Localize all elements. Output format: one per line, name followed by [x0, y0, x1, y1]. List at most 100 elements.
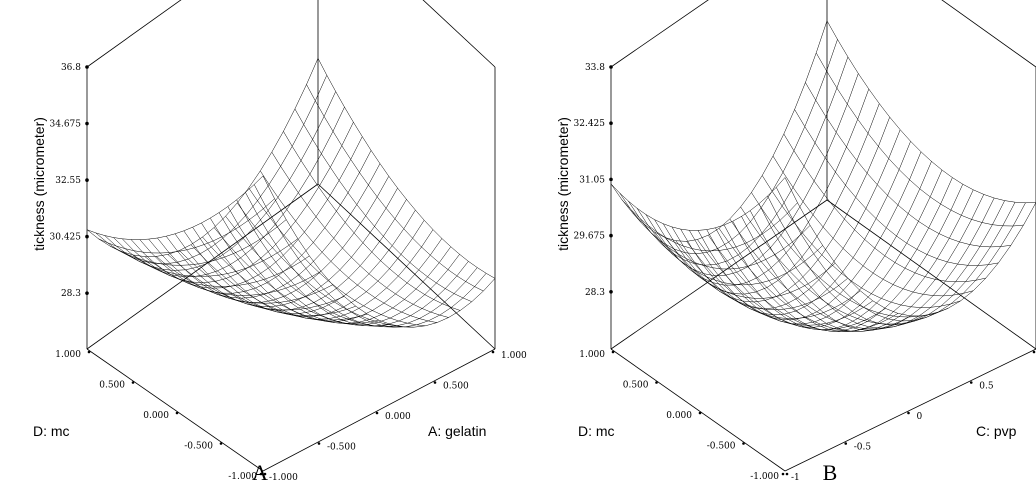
x-tick-mark [655, 381, 658, 384]
mesh-line [794, 109, 999, 266]
mesh-line [826, 20, 1036, 204]
y-tick-mark [844, 442, 848, 445]
y-tick-label: -0.5 [854, 443, 872, 453]
y-tick-mark [491, 350, 495, 354]
mesh-line [662, 117, 890, 303]
y-tick-label: 0 [917, 412, 923, 422]
box-edge [86, 0, 182, 68]
z-tick-label: 33.8 [585, 63, 605, 73]
plot-box-a [86, 0, 496, 472]
mesh-line [805, 82, 1011, 248]
z-tick-mark [609, 65, 613, 69]
x-tick-label: 1.000 [579, 350, 605, 360]
plot-box-b [610, 0, 1036, 472]
mesh-line [306, 84, 484, 292]
box-edge [422, 0, 496, 68]
mesh-line [643, 223, 823, 286]
x-tick-mark [611, 350, 615, 354]
y-tick-label: 0.000 [385, 412, 411, 422]
y-tick-label: 0.500 [443, 382, 469, 392]
y-tick-label: -1.000 [269, 473, 298, 481]
panel-label-b: B [823, 460, 838, 481]
y-tick-mark [969, 381, 973, 384]
z-tick-label: 30.425 [50, 233, 82, 243]
y-axis-title-a: A: gelatin [428, 423, 486, 439]
x-tick-mark [742, 442, 745, 445]
y-tick-mark [907, 411, 910, 415]
x-tick-label: 0.500 [623, 381, 649, 391]
box-edge [784, 348, 1036, 472]
z-tick-label: 29.675 [574, 232, 606, 242]
x-tick-mark [785, 472, 789, 476]
axis-ticks-a: 36.8 34.675 32.55 30.425 28.3 1.000 0.500 0.000… [50, 63, 528, 481]
y-tick-mark [1032, 350, 1036, 354]
x-tick-mark [698, 411, 702, 415]
mesh-line [632, 212, 811, 270]
surface-plot-b: 33.8 32.425 31.05 29.675 28.3 1.000 0.500 0.000… [555, 0, 1036, 481]
y-tick-label: 0.5 [979, 382, 994, 392]
z-tick-mark [85, 121, 89, 126]
mesh-line [95, 75, 328, 265]
box-edge [941, 0, 1036, 68]
mesh-line [697, 161, 932, 325]
mesh-line [783, 133, 986, 283]
mesh-line [202, 236, 380, 324]
x-tick-label: -0.500 [184, 442, 213, 452]
x-tick-label: 0.000 [143, 411, 169, 421]
z-tick-mark [85, 178, 89, 182]
mesh-line [174, 199, 407, 311]
mesh-line [104, 91, 336, 271]
x-tick-mark [263, 472, 267, 476]
x-tick-label: 1.000 [55, 350, 81, 360]
box-edge [610, 199, 828, 350]
x-tick-label: 0.000 [666, 411, 692, 421]
mesh-line [109, 219, 287, 266]
z-axis-title-a: tickness (micrometer) [31, 117, 47, 251]
box-edge [610, 348, 786, 472]
surface-mesh-a [86, 58, 496, 328]
z-tick-mark [85, 234, 89, 239]
mesh-line [751, 192, 949, 318]
mesh-line [294, 108, 472, 302]
z-tick-label: 32.425 [574, 119, 606, 129]
y-tick-mark [259, 472, 263, 476]
mesh-line [815, 52, 1024, 227]
mesh-line [628, 56, 849, 266]
box-edge [317, 183, 496, 350]
y-axis-title-b: C: pvp [976, 423, 1017, 439]
mesh-line [236, 202, 414, 328]
mesh-line [654, 103, 880, 295]
mesh-line [610, 20, 828, 242]
z-tick-label: 31.05 [579, 175, 605, 185]
x-tick-mark [219, 442, 223, 445]
panel-label-a: A [252, 460, 268, 481]
surface-mesh-b [610, 20, 1036, 332]
x-tick-mark [131, 381, 135, 384]
x-tick-label: 0.500 [99, 381, 125, 391]
z-axis-title-b: tickness (micrometer) [555, 117, 571, 251]
mesh-line [271, 151, 449, 318]
box-edge [86, 183, 319, 350]
y-tick-label: -1 [791, 473, 800, 481]
z-tick-label: 28.3 [585, 288, 605, 298]
box-edge [610, 0, 709, 68]
mesh-line [689, 151, 922, 321]
x-tick-label: -1.000 [228, 472, 257, 481]
z-tick-mark [609, 177, 613, 182]
surface-plot-a: 36.8 34.675 32.55 30.425 28.3 1.000 0.500 0.000… [31, 0, 527, 481]
mesh-line [121, 238, 298, 277]
z-tick-mark [85, 291, 89, 295]
z-tick-mark [609, 233, 613, 238]
box-edge [826, 199, 1036, 350]
x-axis-title-a: D: mc [33, 423, 70, 439]
mesh-line [283, 131, 461, 311]
mesh-line [157, 176, 390, 303]
mesh-line [740, 206, 936, 325]
mesh-line [113, 106, 345, 277]
y-tick-mark [375, 411, 379, 415]
mesh-line [248, 187, 426, 327]
y-tick-label: 1.000 [501, 351, 527, 361]
mesh-line [654, 231, 836, 299]
z-tick-mark [609, 121, 613, 125]
box-edge [262, 348, 496, 472]
